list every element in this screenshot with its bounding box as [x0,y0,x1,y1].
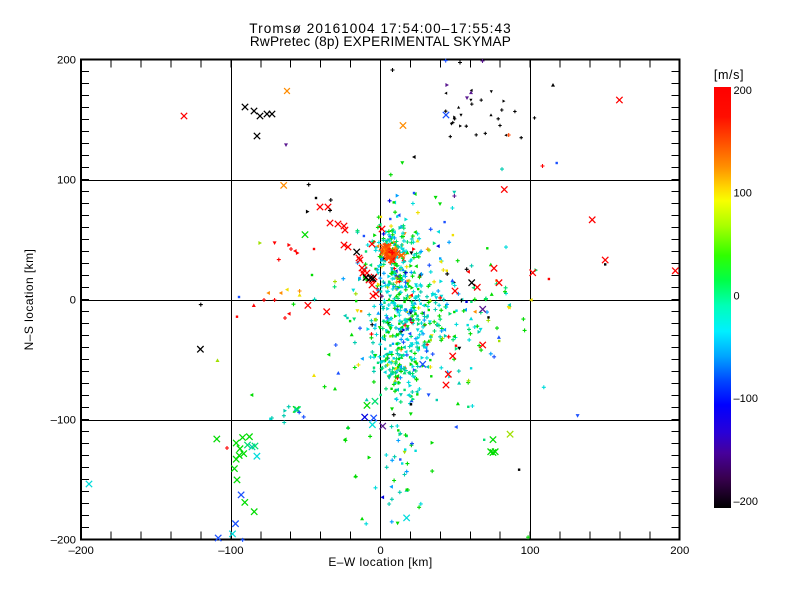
svg-text:–200: –200 [69,545,94,557]
svg-text:N–S location [km]: N–S location [km] [22,249,36,351]
svg-text:100: 100 [521,545,540,557]
svg-text:–100: –100 [218,545,243,557]
svg-text:–200: –200 [51,535,76,547]
svg-text:Tromsø 20161004 17:54:00–17:55: Tromsø 20161004 17:54:00–17:55:43 [249,21,511,36]
svg-text:E–W location [km]: E–W location [km] [328,555,432,569]
svg-text:0: 0 [377,545,383,557]
svg-text:200: 200 [57,55,76,67]
svg-text:[m/s]: [m/s] [714,68,744,82]
svg-text:–100: –100 [51,415,76,427]
svg-text:100: 100 [734,188,752,200]
svg-text:200: 200 [734,85,752,97]
svg-text:0: 0 [734,291,740,303]
svg-text:100: 100 [57,175,76,187]
svg-text:RwPretec (8p) EXPERIMENTAL SKY: RwPretec (8p) EXPERIMENTAL SKYMAP [250,34,511,49]
svg-text:0: 0 [70,295,76,307]
svg-text:200: 200 [670,545,689,557]
svg-text:–200: –200 [734,496,758,508]
svg-text:–100: –100 [734,393,758,405]
